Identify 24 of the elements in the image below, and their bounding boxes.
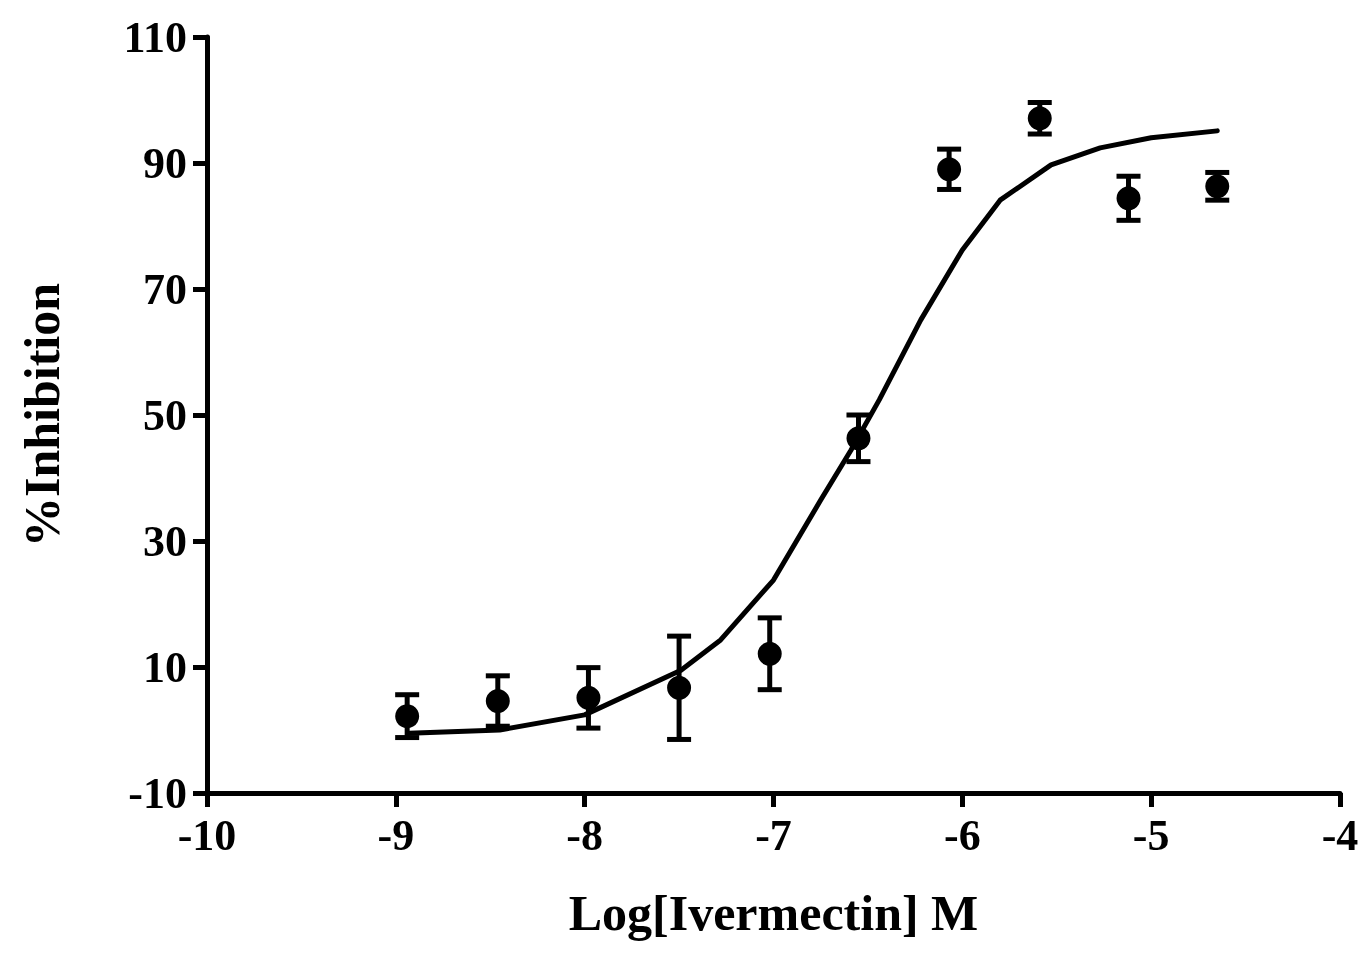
point: [395, 704, 420, 729]
point: [576, 685, 601, 710]
y-tick-label: 70: [143, 264, 187, 314]
y-tick-label: 110: [123, 12, 187, 62]
point: [937, 157, 962, 182]
y-axis-title: %Inhibition: [14, 282, 70, 548]
x-tick-label: -5: [1132, 810, 1170, 860]
x-tick-label: -9: [377, 810, 415, 860]
point: [846, 426, 871, 451]
x-tick-label: -6: [944, 810, 981, 860]
point: [485, 689, 510, 714]
point: [1027, 106, 1052, 131]
point: [757, 641, 782, 666]
y-tick-label: 90: [143, 138, 187, 188]
point: [1116, 186, 1141, 211]
point: [1205, 174, 1230, 199]
point: [667, 675, 692, 700]
y-tick-label: 50: [143, 390, 187, 440]
x-tick-label: -7: [755, 810, 792, 860]
y-tick-label: 30: [143, 516, 187, 566]
y-tick-label: 10: [143, 642, 187, 692]
x-axis-title: Log[Ivermectin] M: [568, 885, 979, 941]
x-tick-label: -4: [1321, 810, 1359, 860]
x-tick-label: -8: [566, 810, 603, 860]
